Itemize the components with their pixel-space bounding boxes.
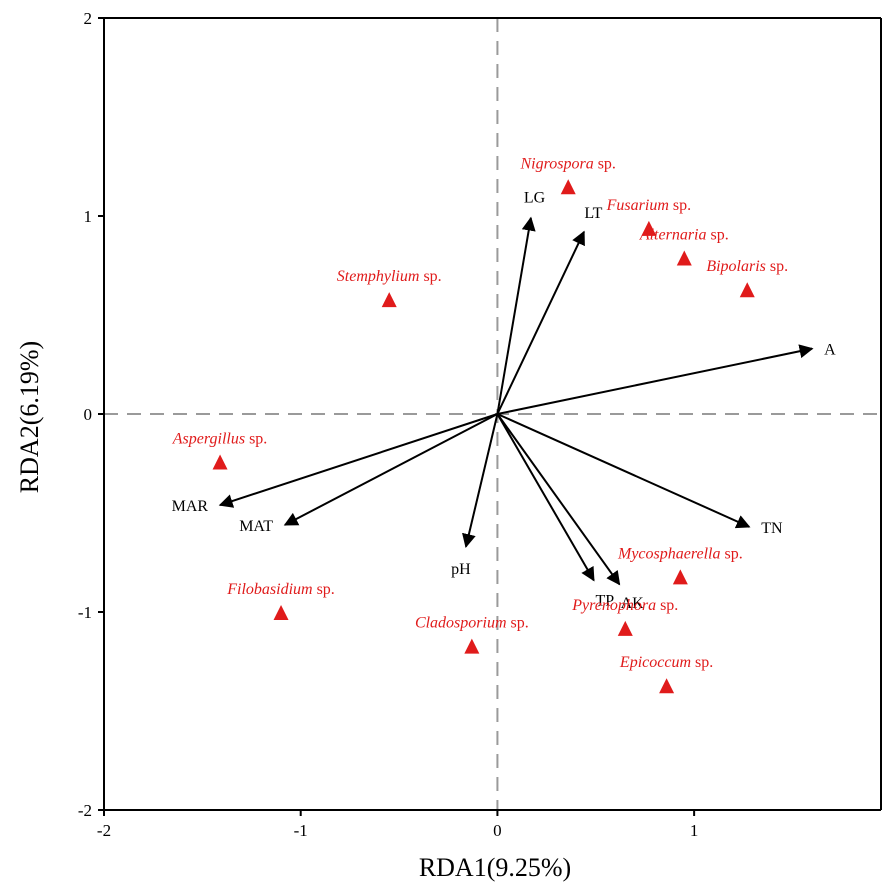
x-tick-label: -1 — [294, 821, 308, 840]
species-point-pyrenophora — [617, 620, 633, 636]
vector-arrow-lt — [496, 230, 585, 415]
species-label-cladosporium: Cladosporium sp. — [415, 615, 529, 632]
species-point-fusarium — [641, 220, 657, 236]
vector-label-mat: MAT — [239, 518, 273, 535]
y-tick-label: 1 — [84, 207, 93, 226]
species-point-filobasidium — [273, 604, 289, 620]
y-tick-label: 0 — [84, 405, 93, 424]
species-point-stemphylium — [381, 292, 397, 308]
axis-ticks: -2 -1 0 1 -2 -1 0 1 2 — [78, 9, 699, 840]
species-point-bipolaris — [739, 282, 755, 298]
x-axis-title: RDA1(9.25%) — [419, 853, 571, 882]
species-label-nigrospora: Nigrospora sp. — [520, 155, 616, 172]
species-points: Nigrospora sp. Fusarium sp. Alternaria sp.… — [172, 155, 788, 694]
vector-label-ak: AK — [621, 595, 645, 612]
reference-lines — [104, 18, 881, 810]
vector-arrow-ph — [462, 413, 499, 549]
y-tick-label: -1 — [78, 603, 92, 622]
species-point-nigrospora — [560, 179, 576, 195]
y-tick-label: 2 — [84, 9, 93, 28]
vector-label-tp: TP — [596, 592, 615, 609]
vector-label-ph: pH — [451, 561, 471, 578]
species-label-alternaria: Alternaria sp. — [639, 227, 729, 244]
x-tick-label: 1 — [690, 821, 699, 840]
species-label-fusarium: Fusarium sp. — [606, 197, 691, 214]
vector-label-lt: LT — [584, 205, 602, 222]
species-label-filobasidium: Filobasidium sp. — [226, 581, 335, 598]
species-label-epicoccum: Epicoccum sp. — [619, 654, 713, 671]
vector-arrow-tn — [497, 413, 751, 529]
vector-arrow-a — [497, 344, 814, 415]
y-tick-label: -2 — [78, 801, 92, 820]
vector-label-a: A — [824, 342, 836, 359]
vector-arrow-lg — [496, 216, 536, 415]
species-label-mycosphaerella: Mycosphaerella sp. — [617, 545, 743, 562]
environmental-vectors: LG LT A TN AK TP pH MAT MAR — [172, 189, 837, 612]
species-label-aspergillus: Aspergillus sp. — [172, 431, 268, 448]
species-label-bipolaris: Bipolaris sp. — [706, 258, 788, 275]
species-point-epicoccum — [659, 678, 675, 694]
species-label-pyrenophora: Pyrenophora sp. — [571, 597, 678, 614]
vector-label-mar: MAR — [172, 498, 209, 515]
vector-arrow-mar — [218, 413, 498, 508]
species-point-mycosphaerella — [672, 569, 688, 585]
vector-label-lg: LG — [524, 189, 546, 206]
x-tick-label: 0 — [493, 821, 502, 840]
x-tick-label: -2 — [97, 821, 111, 840]
vector-arrow-mat — [283, 413, 498, 526]
y-axis-title: RDA2(6.19%) — [15, 341, 44, 493]
vector-arrow-ak — [496, 413, 621, 586]
species-point-cladosporium — [464, 638, 480, 654]
vector-arrow-tp — [496, 413, 595, 582]
vector-label-tn: TN — [761, 520, 783, 537]
species-point-alternaria — [676, 250, 692, 266]
species-point-aspergillus — [212, 454, 228, 470]
species-label-stemphylium: Stemphylium sp. — [337, 268, 442, 285]
